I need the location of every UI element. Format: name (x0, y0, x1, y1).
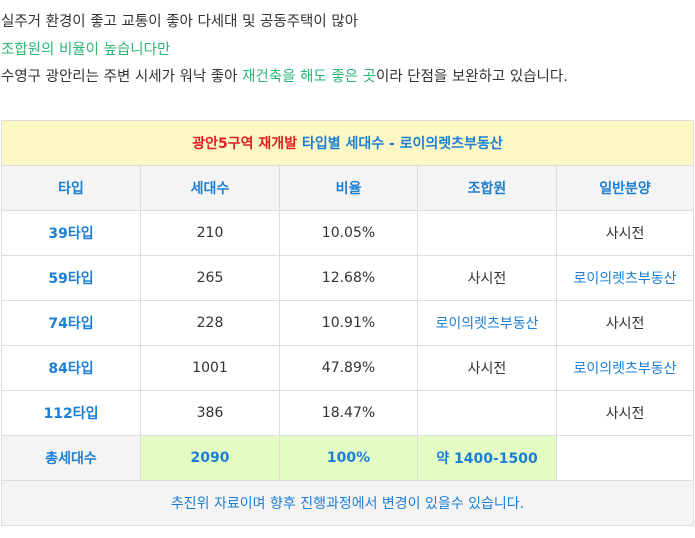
intro-line-1: 실주거 환경이 좋고 교통이 좋아 다세대 및 공동주택이 많아 (1, 14, 359, 30)
cell-ratio: 10.91% (279, 300, 418, 346)
cell-units: 210 (140, 210, 280, 256)
intro-text: 실주거 환경이 좋고 교통이 좋아 다세대 및 공동주택이 많아 조합원의 비율… (0, 9, 695, 92)
total-ratio: 100% (279, 435, 418, 481)
table-row: 59타입 265 12.68% 사시전 로이의렛츠부동산 (1, 255, 695, 301)
table-title-blue: 타입별 세대수 - 로이의렛츠부동산 (297, 136, 503, 152)
total-member: 약 1400-1500 (417, 435, 557, 481)
table-title-row: 광안5구역 재개발 타입별 세대수 - 로이의렛츠부동산 (0, 120, 695, 166)
total-units: 2090 (140, 435, 280, 481)
cell-type: 74타입 (1, 300, 141, 346)
cell-member: 사시전 (417, 345, 557, 391)
cell-ratio: 12.68% (279, 255, 418, 301)
cell-member (417, 390, 557, 436)
cell-general-link[interactable]: 로이의렛츠부동산 (555, 345, 695, 391)
table-row: 74타입 228 10.91% 로이의렛츠부동산 사시전 (1, 300, 695, 346)
cell-general: 사시전 (555, 300, 695, 346)
intro-line-3: 수영구 광안리는 주변 시세가 워낙 좋아 재건축을 해도 좋은 곳이라 단점을… (0, 64, 695, 92)
table-note-row: 추진위 자료이며 향후 진행과정에서 변경이 있을수 있습니다. (0, 480, 695, 526)
cell-type: 84타입 (1, 345, 141, 391)
cell-member-link[interactable]: 로이의렛츠부동산 (417, 300, 557, 346)
table-total-row: 총세대수 2090 100% 약 1400-1500 (1, 435, 695, 481)
header-general: 일반분양 (555, 165, 695, 211)
cell-general: 사시전 (555, 390, 695, 436)
total-general (555, 435, 695, 481)
units-table: 광안5구역 재개발 타입별 세대수 - 로이의렛츠부동산 타입 세대수 비율 조… (0, 120, 695, 526)
intro-line-3-c: 이라 단점을 보완하고 있습니다. (375, 69, 568, 85)
table-row: 39타입 210 10.05% 사시전 (1, 210, 695, 256)
cell-units: 228 (140, 300, 280, 346)
intro-line-3-highlight: 재건축을 해도 좋은 곳 (242, 69, 376, 85)
cell-general-link[interactable]: 로이의렛츠부동산 (555, 255, 695, 301)
cell-member: 사시전 (417, 255, 557, 301)
cell-ratio: 18.47% (279, 390, 418, 436)
table-title-red: 광안5구역 재개발 (192, 136, 298, 152)
cell-ratio: 10.05% (279, 210, 418, 256)
cell-ratio: 47.89% (279, 345, 418, 391)
cell-units: 265 (140, 255, 280, 301)
table-header-row: 타입 세대수 비율 조합원 일반분양 (1, 165, 695, 211)
table-row: 112타입 386 18.47% 사시전 (1, 390, 695, 436)
cell-type: 39타입 (1, 210, 141, 256)
cell-type: 112타입 (1, 390, 141, 436)
intro-line-2: 조합원의 비율이 높습니다만 (1, 41, 171, 58)
intro-line-3-a: 수영구 광안리는 주변 시세가 워낙 좋아 (1, 69, 243, 85)
total-label: 총세대수 (1, 435, 141, 481)
cell-general: 사시전 (555, 210, 695, 256)
table-row: 84타입 1001 47.89% 사시전 로이의렛츠부동산 (1, 345, 695, 391)
header-ratio: 비율 (279, 165, 418, 211)
cell-type: 59타입 (1, 255, 141, 301)
header-units: 세대수 (140, 165, 280, 211)
header-member: 조합원 (417, 165, 557, 211)
table-title: 광안5구역 재개발 타입별 세대수 - 로이의렛츠부동산 (0, 120, 695, 166)
units-table-wrapper: 광안5구역 재개발 타입별 세대수 - 로이의렛츠부동산 타입 세대수 비율 조… (0, 120, 695, 526)
cell-units: 1001 (140, 345, 280, 391)
header-type: 타입 (1, 165, 141, 211)
cell-member (417, 210, 557, 256)
table-note: 추진위 자료이며 향후 진행과정에서 변경이 있을수 있습니다. (0, 480, 695, 526)
cell-units: 386 (140, 390, 280, 436)
